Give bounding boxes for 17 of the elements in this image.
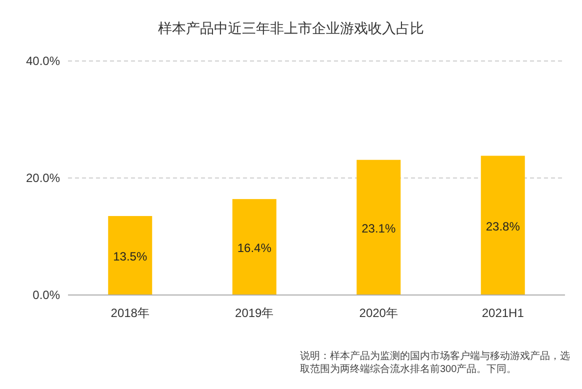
y-tick-label: 0.0% xyxy=(32,288,60,302)
text: 说明：样本产品为监测的国内市场客户端与移动游戏产品，选取范围为两终端综合流水排名前300产品。下同。 xyxy=(300,350,571,376)
chart-title: 样本产品中近三年非上市企业游戏收入占比 xyxy=(158,20,424,36)
x-tick-label: 2021H1 xyxy=(482,306,524,320)
x-tick-label: 2019年 xyxy=(235,306,274,320)
y-tick-label: 20.0% xyxy=(26,171,60,185)
bar xyxy=(232,199,276,295)
data-label: 23.8% xyxy=(486,219,520,234)
data-label: 23.1% xyxy=(362,221,396,236)
y-tick-label: 40.0% xyxy=(26,54,60,68)
x-tick-label: 2020年 xyxy=(359,306,398,320)
data-label: 13.5% xyxy=(113,250,148,264)
bar xyxy=(480,156,525,295)
data-label: 16.4% xyxy=(237,241,272,256)
x-tick-label: 2018年 xyxy=(110,306,150,320)
bar xyxy=(356,160,401,295)
bar xyxy=(108,216,152,295)
